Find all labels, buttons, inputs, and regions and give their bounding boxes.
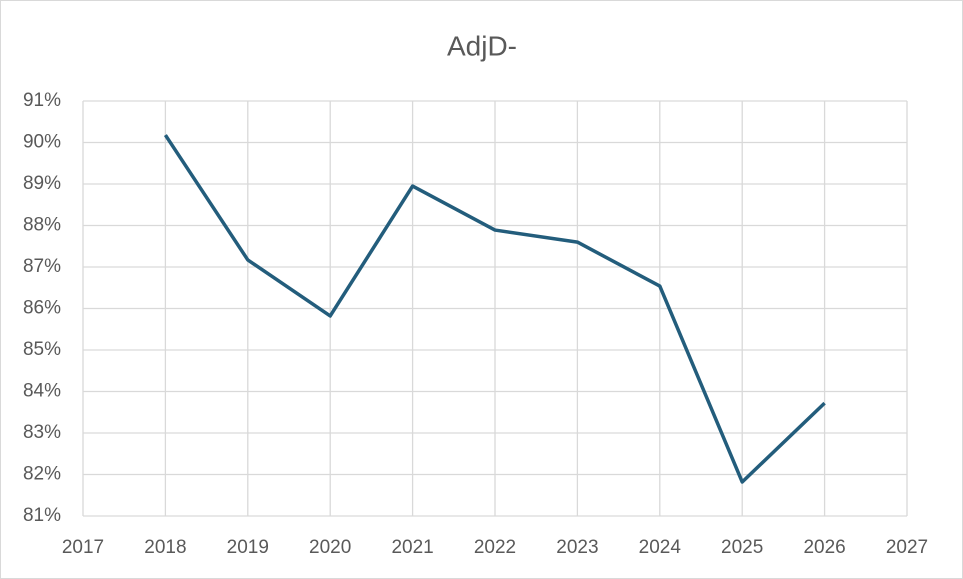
x-tick-label: 2017	[62, 537, 104, 558]
y-tick-label: 83%	[23, 422, 61, 443]
y-tick-label: 86%	[23, 298, 61, 319]
y-tick-label: 87%	[23, 256, 61, 277]
data-line	[163, 134, 826, 484]
y-tick-label: 82%	[23, 464, 61, 485]
x-tick-label: 2026	[803, 537, 845, 558]
x-tick-label: 2023	[556, 537, 598, 558]
y-tick-label: 85%	[23, 339, 61, 360]
x-tick-label: 2022	[474, 537, 516, 558]
y-tick-label: 88%	[23, 215, 61, 236]
x-tick-label: 2020	[309, 537, 351, 558]
y-tick-label: 84%	[23, 381, 61, 402]
x-tick-label: 2019	[227, 537, 269, 558]
y-tick-label: 90%	[23, 132, 61, 153]
chart-title: AdjD-	[447, 30, 517, 61]
x-tick-label: 2024	[639, 537, 682, 558]
y-tick-label: 91%	[23, 90, 61, 111]
x-tick-label: 2018	[144, 537, 186, 558]
x-tick-label: 2027	[886, 537, 928, 558]
x-tick-label: 2025	[721, 537, 763, 558]
y-tick-label: 89%	[23, 173, 61, 194]
x-tick-label: 2021	[391, 537, 433, 558]
y-tick-label: 81%	[23, 505, 61, 526]
